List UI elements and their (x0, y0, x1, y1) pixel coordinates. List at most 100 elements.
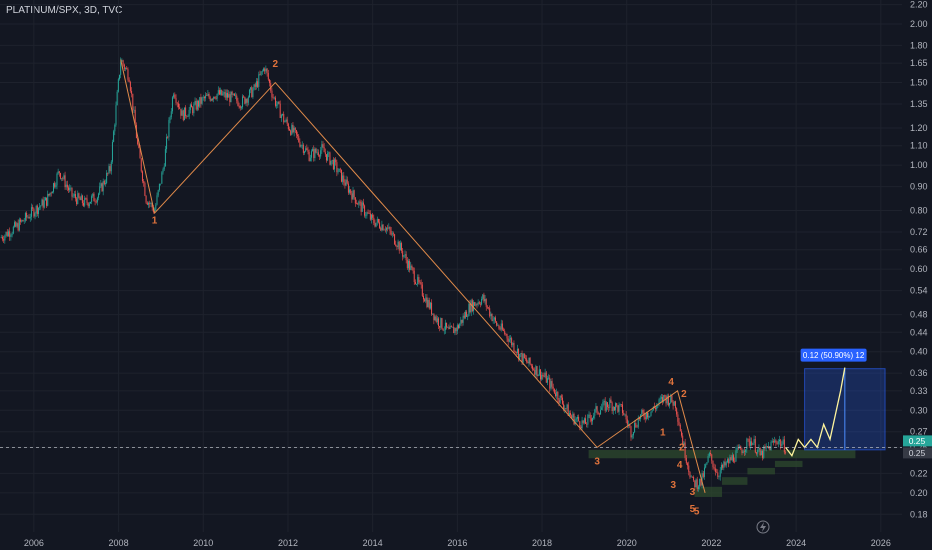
candle-body (320, 150, 322, 157)
candle-body (497, 325, 499, 327)
x-tick-label: 2022 (701, 538, 721, 548)
candle-body (470, 300, 472, 313)
candle-body (310, 151, 312, 158)
candle-body (81, 195, 83, 204)
candle-body (571, 415, 573, 418)
candle-body (308, 151, 310, 162)
y-tick-label: 0.66 (910, 245, 928, 255)
candle-body (689, 471, 691, 478)
candle-body (575, 418, 577, 420)
candle-body (66, 184, 68, 188)
candle-body (111, 141, 113, 162)
candle-body (758, 447, 760, 450)
candle-body (373, 217, 375, 224)
y-tick-label: 0.60 (910, 264, 928, 274)
candle-body (724, 461, 726, 466)
candle-body (552, 386, 554, 389)
candle-body (144, 182, 146, 196)
y-tick-label: 0.30 (910, 405, 928, 415)
candle-body (419, 282, 421, 283)
y-tick-label: 0.22 (910, 468, 928, 478)
candle-body (617, 405, 619, 412)
candle-body (463, 315, 465, 318)
candle-body (527, 361, 529, 364)
candle-body (644, 417, 646, 420)
candle-body (46, 197, 48, 206)
price-tags: 0.25 0.25 (0, 435, 932, 459)
candle-body (41, 199, 43, 206)
wave-label: 3 (671, 480, 677, 491)
price-tag-secondary-label: 0.25 (909, 448, 926, 458)
candle-body (718, 476, 720, 478)
candle-body (328, 152, 330, 154)
candle-body (685, 457, 687, 464)
candle-body (313, 149, 315, 159)
candle-body (176, 102, 178, 104)
candle-body (392, 233, 394, 235)
candle-body (513, 342, 515, 352)
candle-body (534, 369, 536, 375)
candle-body (528, 357, 530, 364)
candle-body (284, 121, 286, 123)
candle-body (17, 223, 19, 231)
candle-body (96, 197, 98, 203)
candle-body (490, 313, 492, 317)
candle-body (511, 338, 513, 346)
candle-body (202, 97, 204, 98)
candle-body (747, 438, 749, 440)
candle-body (53, 183, 55, 192)
x-tick-label: 2024 (786, 538, 806, 548)
candle-body (49, 192, 51, 196)
candle-body (305, 148, 307, 152)
candle-body (271, 90, 273, 98)
candle-body (168, 120, 170, 138)
price-tag-current (903, 435, 932, 447)
candle-body (88, 203, 90, 207)
candle-body (279, 103, 281, 119)
candle-body (246, 99, 248, 103)
candle-body (15, 222, 17, 227)
candle-body (777, 441, 779, 444)
candle-body (383, 229, 385, 231)
candle-body (533, 369, 535, 370)
candle-body (506, 334, 508, 339)
candle-body (306, 148, 308, 151)
candle-body (453, 326, 455, 334)
candle-body (452, 326, 454, 328)
candle-body (295, 130, 297, 135)
candle-body (434, 316, 436, 321)
measure-label-bg (800, 348, 867, 362)
candle-body (291, 124, 293, 135)
candle-body (411, 265, 413, 268)
candle-body (116, 91, 118, 106)
candle-body (350, 189, 352, 194)
candle-body (145, 195, 147, 203)
candle-body (331, 159, 333, 161)
candle-body (141, 171, 143, 182)
candle-body (359, 201, 361, 203)
candle-body (162, 169, 164, 173)
candle-body (129, 82, 131, 91)
candle-body (180, 108, 182, 116)
candle-body (366, 212, 368, 216)
x-tick-label: 2016 (447, 538, 467, 548)
candle-body (629, 424, 631, 427)
candle-body (582, 420, 584, 423)
candle-body (512, 342, 514, 346)
candle-body (175, 98, 177, 103)
candle-body (427, 300, 429, 307)
candle-body (361, 202, 363, 212)
candle-body (693, 477, 695, 481)
candle-body (282, 114, 284, 115)
candle-body (477, 302, 479, 305)
candle-body (507, 338, 509, 342)
candle-body (332, 159, 334, 170)
candle-body (40, 205, 42, 207)
candle-body (536, 366, 538, 377)
candle-body (514, 351, 516, 353)
candle-body (72, 195, 74, 197)
lightning-icon[interactable] (756, 520, 770, 534)
candle-body (631, 435, 633, 438)
candle-body (189, 104, 191, 110)
